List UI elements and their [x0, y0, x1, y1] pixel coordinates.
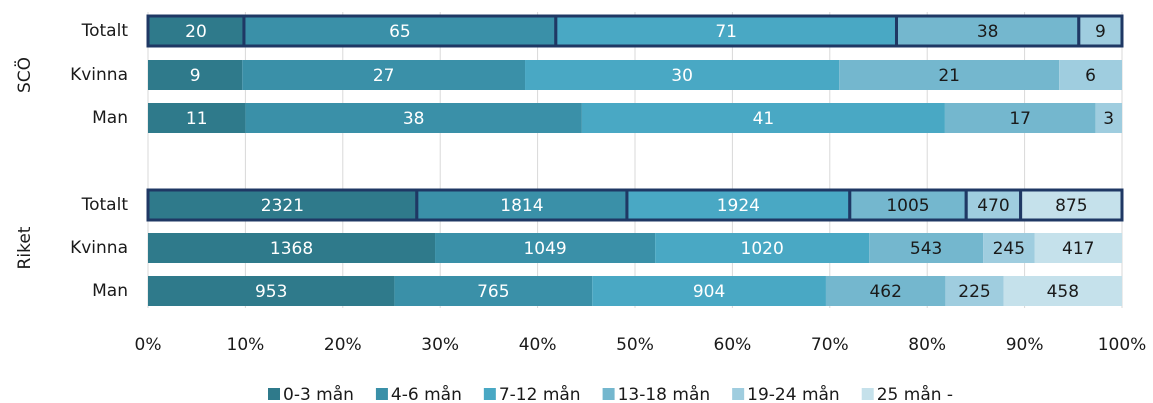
x-tick-label: 90% [1006, 335, 1044, 355]
bar-segment [581, 103, 945, 133]
x-tick-label: 0% [135, 335, 162, 355]
bar-segment [894, 14, 1081, 48]
data-label: 6 [1085, 66, 1096, 86]
legend-label: 7-12 mån [499, 384, 581, 403]
x-tick-label: 40% [519, 335, 557, 355]
bar-segment [592, 276, 826, 306]
bar-segment [839, 60, 1060, 90]
data-label: 9 [1095, 22, 1106, 42]
group-label: Riket [15, 226, 35, 269]
bar-segment [983, 233, 1035, 263]
data-label: 1049 [523, 239, 566, 259]
bar-segment [625, 188, 852, 222]
data-label: 225 [958, 282, 990, 302]
bar-segment [944, 103, 1096, 133]
data-label: 1005 [886, 196, 929, 216]
data-label: 458 [1047, 282, 1079, 302]
legend-label: 4-6 mån [391, 384, 462, 403]
legend-swatch [602, 388, 615, 400]
x-tick-label: 100% [1098, 335, 1147, 355]
x-tick-label: 70% [811, 335, 849, 355]
data-label: 462 [869, 282, 901, 302]
x-tick-label: 10% [227, 335, 265, 355]
x-tick-label: 20% [324, 335, 362, 355]
y-tick-label: Man [92, 108, 128, 128]
data-label: 11 [186, 109, 208, 129]
data-label: 3 [1103, 109, 1114, 129]
y-tick-label: Man [92, 281, 128, 301]
legend-swatch [483, 388, 496, 400]
data-label: 30 [671, 66, 693, 86]
bar-segment [148, 60, 243, 90]
bar-segment [146, 14, 246, 48]
x-tick-label: 50% [616, 335, 654, 355]
bar-segment [435, 233, 656, 263]
data-label: 765 [477, 282, 509, 302]
data-label: 1814 [500, 196, 543, 216]
bar-segment [869, 233, 984, 263]
group-label: SCÖ [13, 57, 35, 93]
data-label: 38 [403, 109, 425, 129]
bar-segment [245, 103, 582, 133]
data-label: 904 [693, 282, 725, 302]
x-tick-label: 60% [714, 335, 752, 355]
data-label: 20 [185, 22, 207, 42]
bar-segment [242, 60, 526, 90]
data-label: 27 [373, 66, 395, 86]
bar-segment [945, 276, 1004, 306]
legend-swatch [268, 388, 280, 400]
legend-swatch [732, 388, 745, 400]
bar-segment [1019, 188, 1124, 222]
data-label: 543 [910, 239, 942, 259]
legend-swatch [375, 388, 388, 400]
bar-segment [1077, 14, 1124, 48]
data-label: 245 [993, 239, 1025, 259]
bar-segment [1095, 103, 1122, 133]
bar-segment [148, 276, 395, 306]
data-label: 21 [938, 66, 960, 86]
bar-segment [1059, 60, 1122, 90]
y-tick-label: Kvinna [70, 65, 128, 85]
bar-segment [148, 233, 436, 263]
data-label: 65 [389, 22, 411, 42]
legend-label: 19-24 mån [747, 384, 840, 403]
y-tick-label: Totalt [81, 195, 129, 215]
data-label: 17 [1009, 109, 1031, 129]
data-label: 1020 [741, 239, 784, 259]
bar-segment [825, 276, 946, 306]
legend-label: 0-3 mån [283, 384, 354, 403]
data-label: 875 [1055, 196, 1087, 216]
bar-segment [148, 103, 246, 133]
legend-label: 25 mån - [877, 384, 953, 403]
x-tick-label: 80% [908, 335, 946, 355]
data-label: 417 [1062, 239, 1094, 259]
bar-segment [525, 60, 840, 90]
data-label: 9 [190, 66, 201, 86]
legend-label: 13-18 mån [618, 384, 711, 403]
data-label: 41 [753, 109, 775, 129]
bar-segment [415, 188, 629, 222]
bar-segment [146, 188, 419, 222]
data-label: 2321 [261, 196, 304, 216]
y-tick-label: Totalt [81, 21, 129, 41]
legend-swatch [861, 388, 874, 400]
data-label: 1368 [270, 239, 313, 259]
data-label: 470 [977, 196, 1009, 216]
data-label: 953 [255, 282, 287, 302]
bar-segment [1034, 233, 1122, 263]
y-tick-label: Kvinna [70, 238, 128, 258]
bar-segment [655, 233, 870, 263]
data-label: 1924 [717, 196, 760, 216]
data-label: 38 [977, 22, 999, 42]
bar-segment [394, 276, 593, 306]
x-tick-label: 30% [421, 335, 459, 355]
data-label: 71 [715, 22, 737, 42]
bar-segment [1003, 276, 1122, 306]
